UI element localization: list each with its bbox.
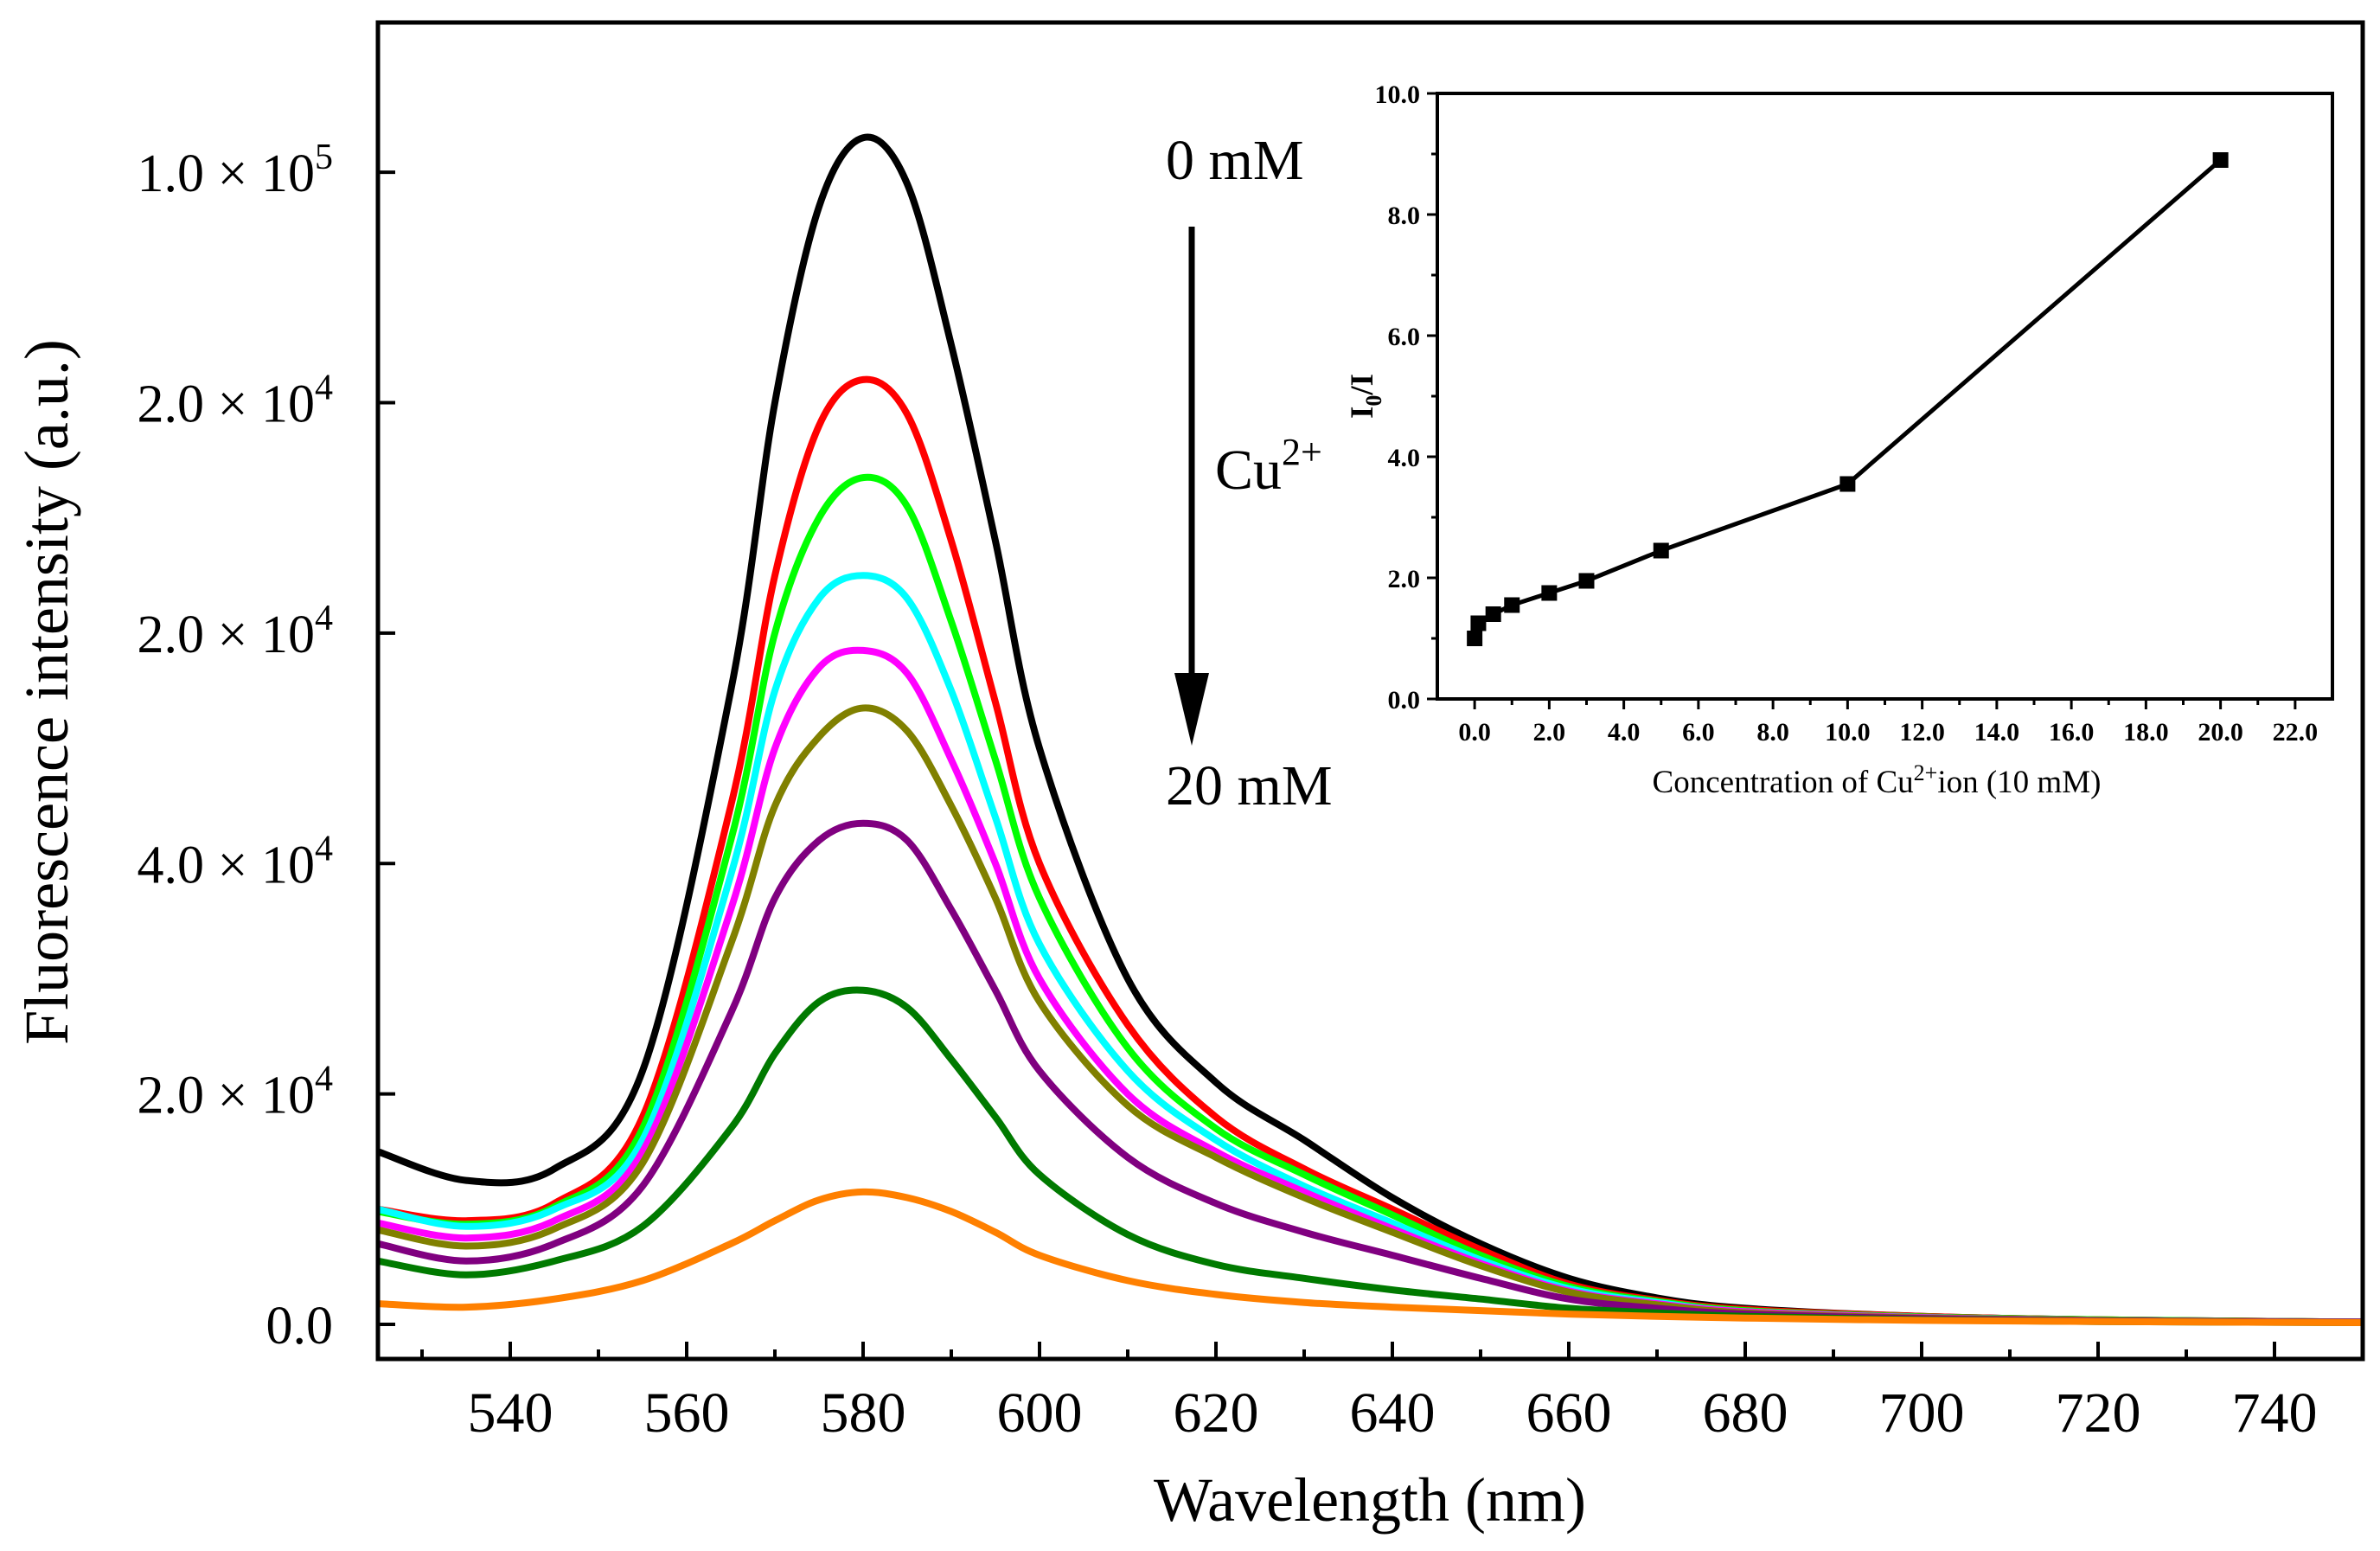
main-y-tick-label: 2.0 × 104 xyxy=(138,1060,333,1125)
main-x-tick-label: 660 xyxy=(1526,1381,1612,1445)
main-x-tick-label: 620 xyxy=(1174,1381,1259,1445)
inset-y-tick-label: 2.0 xyxy=(1388,565,1421,593)
inset-x-tick-label: 10.0 xyxy=(1825,718,1871,747)
inset-y-tick-label: 6.0 xyxy=(1388,323,1421,351)
inset-x-tick-label: 0.0 xyxy=(1458,718,1491,747)
main-x-tick-label: 680 xyxy=(1703,1381,1788,1445)
main-x-tick-label: 540 xyxy=(468,1381,553,1445)
inset-data-point xyxy=(1470,615,1487,631)
inset-x-tick-label: 6.0 xyxy=(1682,718,1715,747)
inset-x-axis-label: Concentration of Cu2+ion (10 mM) xyxy=(1653,760,2102,800)
inset-plot-frame xyxy=(1436,92,2334,701)
main-x-ticks: 540 560 580 600 620 640 660 680 700 720 740 xyxy=(420,1342,2364,1445)
annotation-top-label: 0 mM xyxy=(1166,129,1304,192)
annotation-arrowhead xyxy=(1174,673,1209,746)
annotation-bottom-label: 20 mM xyxy=(1166,754,1333,817)
inset-x-tick-label: 2.0 xyxy=(1533,718,1566,747)
inset-data-point xyxy=(1653,542,1669,559)
inset-data-point xyxy=(1504,597,1520,613)
annotation-ion-label: Cu2+ xyxy=(1215,431,1322,502)
inset-data-point xyxy=(1467,631,1483,646)
inset-x-tick-label: 22.0 xyxy=(2273,718,2319,747)
main-x-axis-label: Wavelength (nm) xyxy=(1154,1465,1586,1535)
main-x-tick-label: 720 xyxy=(2056,1381,2141,1445)
main-y-axis-label: Fluorescence intensity (a.u.) xyxy=(12,339,81,1045)
inset-data-point xyxy=(1578,573,1595,589)
main-x-tick-label: 640 xyxy=(1350,1381,1436,1445)
main-x-tick-label: 740 xyxy=(2232,1381,2318,1445)
inset-x-tick-label: 4.0 xyxy=(1608,718,1641,747)
inset-x-ticks: 0.0 2.0 4.0 6.0 8.0 10.0 12.0 14.0 16.0 18.0 20.0 2… xyxy=(1458,699,2318,747)
inset-data-point xyxy=(2212,152,2229,168)
main-spectrum-plot: 540 560 580 600 620 640 660 680 700 720 740 0.0 2.0… xyxy=(12,20,2365,1535)
main-y-tick-label: 2.0 × 104 xyxy=(138,599,333,664)
main-x-tick-label: 560 xyxy=(644,1381,730,1445)
main-y-tick-label: 2.0 × 104 xyxy=(138,369,333,434)
inset-y-tick-label: 0.0 xyxy=(1388,686,1421,715)
inset-x-tick-label: 16.0 xyxy=(2049,718,2095,747)
inset-y-axis-label: I0/I xyxy=(1345,374,1386,419)
main-y-tick-label: 1.0 × 105 xyxy=(138,138,333,203)
inset-data-point xyxy=(1485,606,1501,622)
inset-x-tick-label: 18.0 xyxy=(2123,718,2169,747)
inset-x-tick-label: 8.0 xyxy=(1756,718,1789,747)
inset-y-tick-label: 4.0 xyxy=(1388,444,1421,472)
inset-x-tick-label: 12.0 xyxy=(1899,718,1945,747)
main-x-tick-label: 600 xyxy=(997,1381,1083,1445)
inset-data-point xyxy=(1541,585,1558,601)
spectra-series-group xyxy=(376,133,2364,1326)
main-x-tick-label: 700 xyxy=(1879,1381,1965,1445)
inset-x-tick-label: 20.0 xyxy=(2198,718,2243,747)
inset-y-tick-label: 10.0 xyxy=(1375,80,1421,109)
main-x-tick-label: 580 xyxy=(821,1381,906,1445)
main-y-ticks: 0.0 2.0 × 104 4.0 × 104 2.0 × 104 2.0 × 104 1… xyxy=(138,138,395,1356)
inset-y-ticks: 0.0 2.0 4.0 6.0 8.0 10.0 xyxy=(1375,80,1437,715)
main-y-tick-label: 4.0 × 104 xyxy=(138,829,333,894)
inset-quenching-plot: 0.0 2.0 4.0 6.0 8.0 10.0 12.0 14.0 16.0 18.0 20.0 2… xyxy=(1345,80,2334,800)
inset-x-tick-label: 14.0 xyxy=(1974,718,2020,747)
spectrum-line-9 xyxy=(377,1188,2364,1326)
inset-y-tick-label: 8.0 xyxy=(1388,202,1421,230)
inset-series-group xyxy=(1467,152,2229,646)
concentration-annotation: 0 mM Cu2+ 20 mM xyxy=(1166,129,1333,817)
main-y-tick-label: 0.0 xyxy=(266,1297,334,1356)
inset-data-point xyxy=(1839,476,1856,492)
main-plot-frame xyxy=(375,20,2365,1362)
